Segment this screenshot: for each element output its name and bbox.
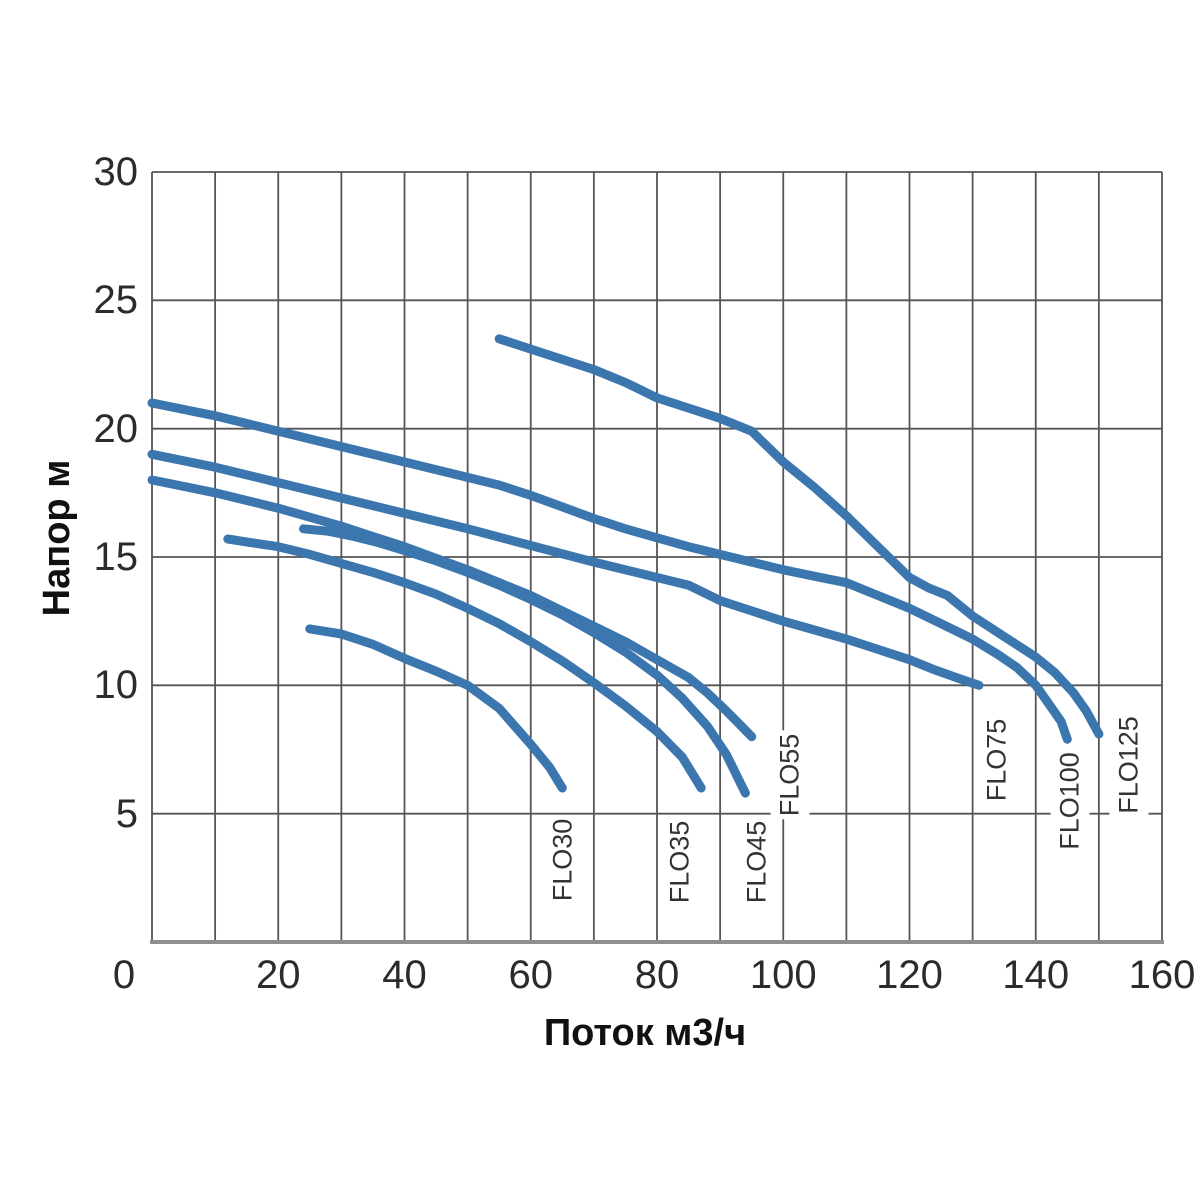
y-tick-10: 10 bbox=[93, 663, 139, 708]
curve-FLO75 bbox=[147, 449, 984, 690]
series-label-FLO35: FLO35 bbox=[660, 818, 700, 907]
x-tick-100: 100 bbox=[749, 953, 817, 997]
curve-FLO125 bbox=[494, 334, 1104, 739]
series-label-FLO45: FLO45 bbox=[737, 818, 777, 907]
curve-FLO35 bbox=[223, 534, 706, 793]
x-tick-40: 40 bbox=[382, 953, 427, 997]
x-axis-title: Поток м3/ч bbox=[543, 1012, 747, 1054]
series-label-FLO30: FLO30 bbox=[543, 815, 583, 905]
y-tick-15: 15 bbox=[93, 535, 139, 579]
series-label-FLO55: FLO55 bbox=[770, 730, 810, 820]
series-label-FLO75: FLO75 bbox=[977, 715, 1017, 805]
x-tick-80: 80 bbox=[634, 953, 680, 997]
y-tick-20: 20 bbox=[93, 406, 139, 451]
series-label-FLO100: FLO100 bbox=[1050, 749, 1090, 853]
x-tick-20: 20 bbox=[256, 953, 301, 997]
pump-curves bbox=[147, 334, 1104, 798]
curve-FLO100 bbox=[147, 398, 1072, 744]
y-tick-5: 5 bbox=[115, 791, 138, 836]
x-tick-60: 60 bbox=[508, 953, 554, 997]
x-tick-120: 120 bbox=[876, 953, 943, 997]
y-tick-30: 30 bbox=[93, 150, 139, 194]
curve-FLO55 bbox=[147, 475, 757, 742]
grid bbox=[150, 171, 1164, 944]
y-tick-25: 25 bbox=[93, 278, 139, 323]
curve-FLO30 bbox=[305, 624, 567, 793]
series-label-FLO125: FLO125 bbox=[1109, 713, 1149, 817]
y-axis-title: Напор м bbox=[36, 459, 78, 617]
x-tick-140: 140 bbox=[1002, 953, 1070, 997]
x-tick-160: 160 bbox=[1128, 953, 1196, 997]
x-tick-0: 0 bbox=[112, 953, 136, 997]
